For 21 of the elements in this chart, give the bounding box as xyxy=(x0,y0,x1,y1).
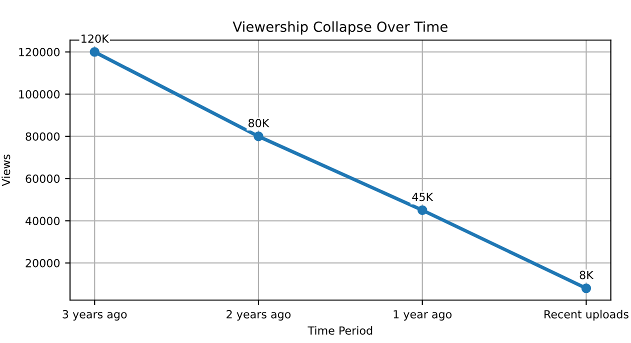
data-label: 8K xyxy=(580,270,594,280)
data-label: 45K xyxy=(412,192,434,202)
y-tick-label: 100000 xyxy=(19,90,60,99)
y-tick-label: 40000 xyxy=(26,216,60,226)
y-tick-label: 120000 xyxy=(19,48,60,56)
point xyxy=(90,47,100,57)
y-axis-title: Views xyxy=(2,154,10,186)
data-label: 80K xyxy=(248,118,270,128)
point xyxy=(254,132,264,142)
x-tick-label: 1 year ago xyxy=(394,310,452,321)
y-tick-label: 80000 xyxy=(26,132,60,141)
y-tick-label: 60000 xyxy=(26,174,60,183)
x-tick-label: 3 years ago xyxy=(62,310,127,321)
chart-title: Viewership Collapse Over Time xyxy=(232,21,448,35)
x-tick-label: 2 years ago xyxy=(226,310,291,321)
data-label: 120K xyxy=(82,34,110,43)
x-tick-label: Recent uploads xyxy=(544,310,628,321)
point xyxy=(417,205,428,216)
y-tick-label: 20000 xyxy=(26,258,60,268)
point xyxy=(581,283,592,294)
x-axis-title: Time Period xyxy=(308,326,372,335)
